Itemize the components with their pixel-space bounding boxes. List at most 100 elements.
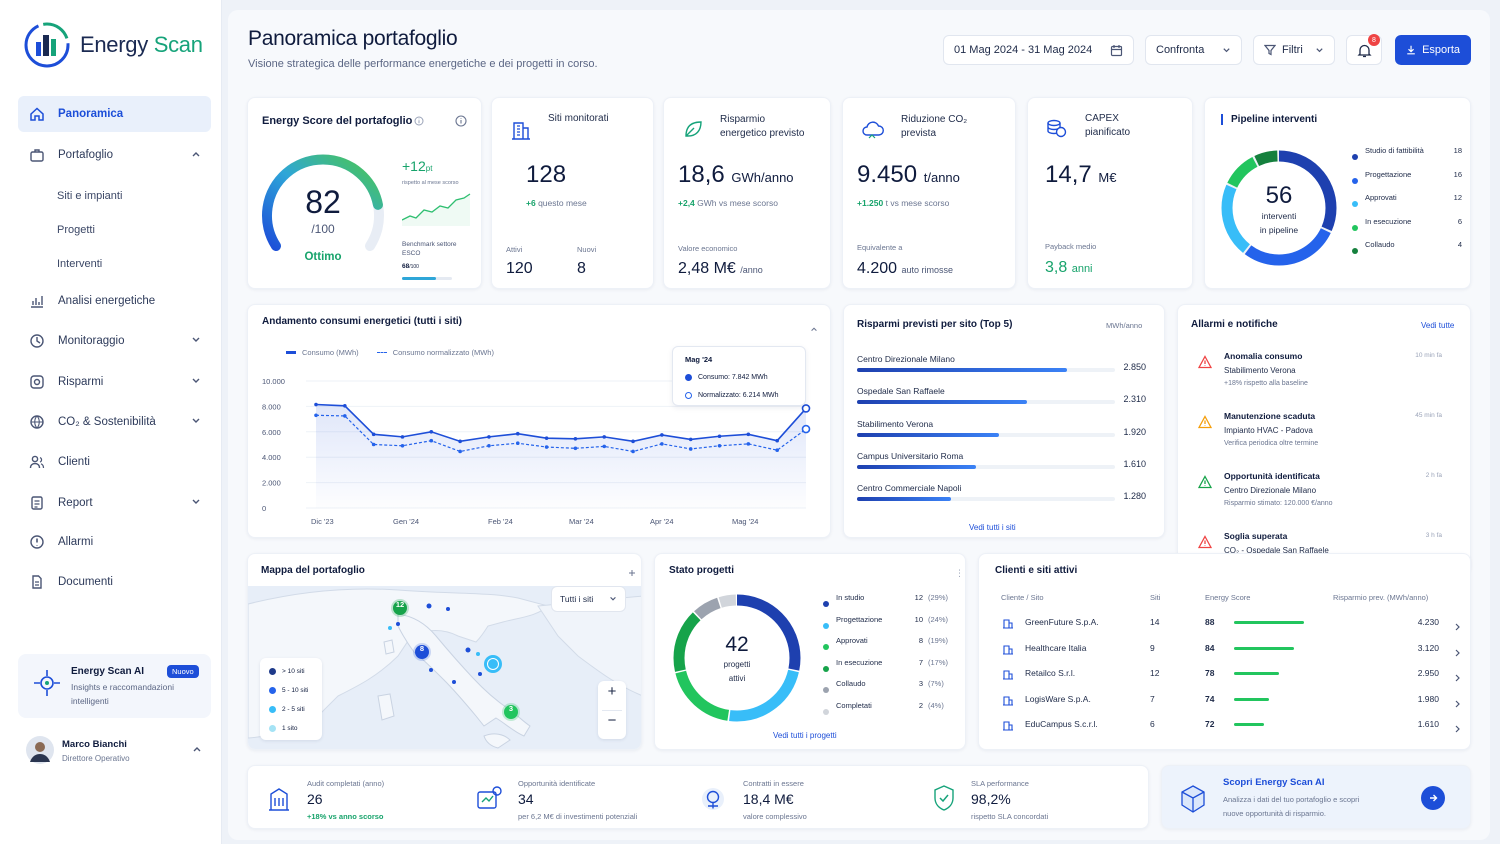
project-segment-1[interactable] xyxy=(673,594,801,722)
map-filter-dropdown[interactable]: Tutti i siti xyxy=(551,586,626,612)
nav-sub-interventi[interactable]: Interventi xyxy=(57,258,103,270)
nav-sub-siti[interactable]: Siti e impianti xyxy=(57,190,123,202)
chevron-right-icon[interactable] xyxy=(1454,644,1461,662)
view-all-projects-link[interactable]: Vedi tutti i progetti xyxy=(773,731,837,740)
data-point[interactable] xyxy=(746,432,751,437)
data-point[interactable] xyxy=(400,435,405,439)
data-point[interactable] xyxy=(631,439,635,444)
view-all-alerts-link[interactable]: Vedi tutte xyxy=(1421,321,1455,330)
compare-dropdown[interactable]: Confronta xyxy=(1145,35,1242,65)
filters-button[interactable]: Filtri xyxy=(1253,35,1335,65)
data-point[interactable] xyxy=(544,436,549,440)
data-point[interactable] xyxy=(573,436,578,441)
project-segment-0[interactable] xyxy=(673,594,801,722)
data-point[interactable] xyxy=(371,442,376,447)
report-icon xyxy=(28,494,46,512)
nav-risparmi[interactable]: Risparmi xyxy=(18,364,211,400)
chevron-right-icon[interactable] xyxy=(1454,695,1461,713)
savings-bar[interactable] xyxy=(857,400,1028,405)
pipeline-segment-1[interactable] xyxy=(1221,150,1337,266)
nav-sub-progetti[interactable]: Progetti xyxy=(57,224,95,236)
more-icon[interactable]: ⋮ xyxy=(955,568,964,578)
savings-bar[interactable] xyxy=(857,464,976,469)
pipeline-segment-0[interactable] xyxy=(1221,150,1337,266)
nav-label: Documenti xyxy=(58,576,113,588)
data-point[interactable] xyxy=(660,442,664,446)
data-point[interactable] xyxy=(429,438,434,443)
nav-monitoraggio[interactable]: Monitoraggio xyxy=(18,323,211,359)
data-point[interactable] xyxy=(458,449,462,454)
footer-kpi-label: SLA performance xyxy=(971,779,1029,788)
data-point[interactable] xyxy=(343,403,347,408)
brand-logo[interactable]: Energy Scan xyxy=(22,20,203,70)
data-point[interactable] xyxy=(515,441,520,446)
nav-portafoglio[interactable]: Portafoglio xyxy=(18,137,211,173)
savings-bar[interactable] xyxy=(857,497,952,502)
nav-allarmi[interactable]: Allarmi xyxy=(18,524,211,560)
data-point[interactable] xyxy=(746,442,751,446)
nav-panoramica[interactable]: Panoramica xyxy=(18,96,211,132)
info-icon[interactable] xyxy=(455,115,467,127)
notifications-button[interactable]: 8 xyxy=(1346,34,1382,65)
chevron-right-icon[interactable] xyxy=(1454,618,1461,636)
data-point[interactable] xyxy=(717,443,722,448)
building-icon xyxy=(1002,693,1014,711)
data-point[interactable] xyxy=(544,445,549,449)
data-point[interactable] xyxy=(400,443,405,448)
data-point[interactable] xyxy=(775,448,779,453)
expand-icon[interactable] xyxy=(628,569,636,577)
data-point[interactable] xyxy=(631,449,635,454)
data-point[interactable] xyxy=(458,439,462,444)
data-point[interactable] xyxy=(602,444,607,449)
map-legend-item: > 10 siti xyxy=(269,668,305,675)
chevron-right-icon[interactable] xyxy=(1454,669,1461,687)
data-point[interactable] xyxy=(371,432,376,437)
data-point[interactable] xyxy=(775,438,779,443)
discover-arrow-button[interactable] xyxy=(1421,786,1445,810)
data-point[interactable] xyxy=(801,404,811,413)
chevron-right-icon[interactable] xyxy=(1454,720,1461,738)
nav-co2[interactable]: CO₂ & Sostenibilità xyxy=(18,404,211,440)
nav-label: Allarmi xyxy=(58,536,94,548)
kpi-card-risparmio: Risparmio energetico previsto 18,6 GWh/an… xyxy=(663,97,831,289)
project-segment-3[interactable] xyxy=(673,594,801,722)
data-point[interactable] xyxy=(660,433,664,437)
arrow-right-icon xyxy=(1430,794,1438,802)
info-icon[interactable] xyxy=(414,116,424,126)
chevron-up-icon[interactable] xyxy=(810,325,818,333)
data-point[interactable] xyxy=(602,435,607,439)
savings-bar[interactable] xyxy=(857,432,999,437)
zoom-out-button[interactable]: − xyxy=(607,712,617,729)
data-point[interactable] xyxy=(688,447,693,451)
nav-documenti[interactable]: Documenti xyxy=(18,564,211,600)
data-point[interactable] xyxy=(314,413,318,418)
data-point[interactable] xyxy=(429,430,434,434)
map-marker-icon xyxy=(487,658,499,670)
zoom-in-button[interactable]: + xyxy=(607,683,617,700)
project-legend-label: In esecuzione xyxy=(836,657,883,667)
nav-report[interactable]: Report xyxy=(18,485,211,521)
data-point[interactable] xyxy=(487,443,491,448)
data-point[interactable] xyxy=(688,437,693,442)
italy-map[interactable] xyxy=(248,586,642,750)
map-legend-item: 1 sito xyxy=(269,725,298,732)
export-button[interactable]: Esporta xyxy=(1395,35,1471,65)
data-point[interactable] xyxy=(717,434,722,439)
user-profile[interactable]: Marco Bianchi Direttore Operativo xyxy=(18,728,211,774)
ai-promo-card[interactable]: Energy Scan AI Nuovo Insights e raccoman… xyxy=(18,654,211,718)
nav-analisi[interactable]: Analisi energetiche xyxy=(18,283,211,319)
pipeline-segment-2[interactable] xyxy=(1221,150,1337,266)
data-point[interactable] xyxy=(487,435,491,439)
date-range-picker[interactable]: 01 Mag 2024 - 31 Mag 2024 xyxy=(943,35,1134,65)
project-total: 42 xyxy=(725,633,749,656)
pipeline-legend-label: In esecuzione xyxy=(1365,216,1412,226)
data-point[interactable] xyxy=(314,402,318,407)
discover-ai-card[interactable]: Scopri Energy Scan AI Analizza i dati de… xyxy=(1161,765,1471,829)
data-point[interactable] xyxy=(343,414,347,418)
data-point[interactable] xyxy=(573,446,578,451)
nav-clienti[interactable]: Clienti xyxy=(18,444,211,480)
view-all-sites-link[interactable]: Vedi tutti i siti xyxy=(969,523,1016,532)
data-point[interactable] xyxy=(515,431,520,436)
savings-bar[interactable] xyxy=(857,368,1068,372)
data-point[interactable] xyxy=(801,424,811,434)
